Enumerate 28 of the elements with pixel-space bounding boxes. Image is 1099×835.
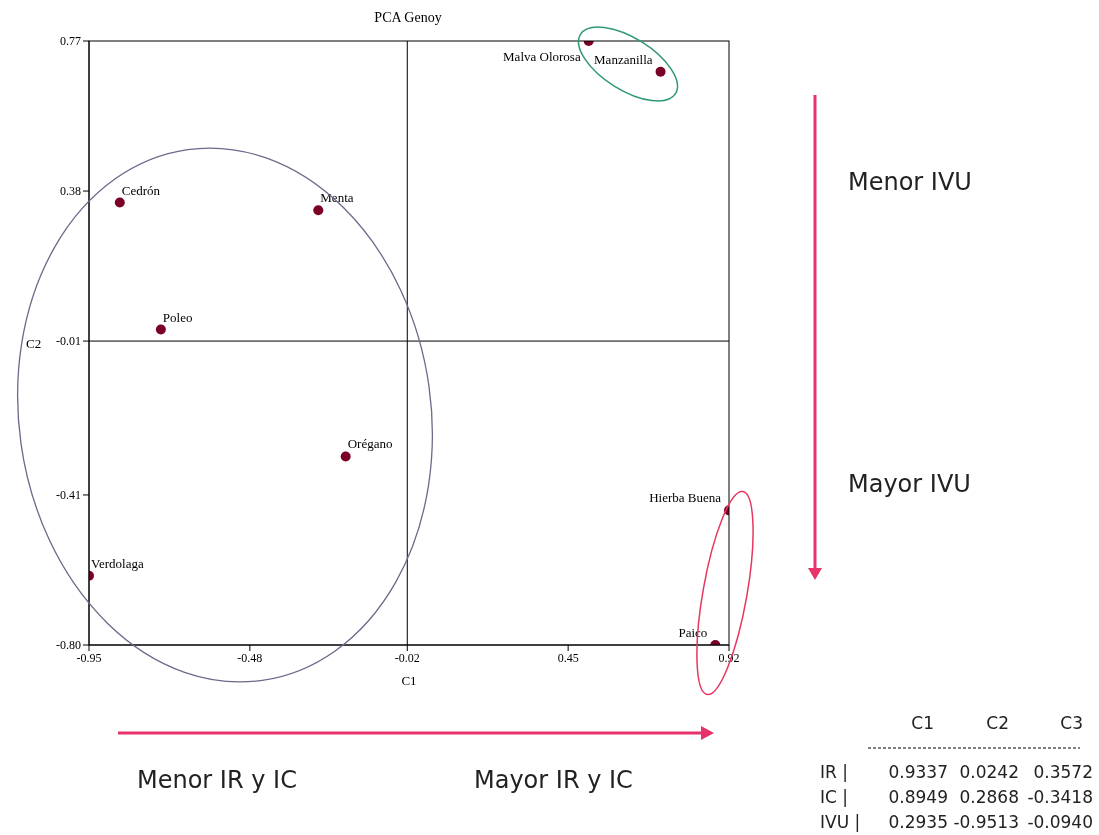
series-label: Manzanilla [594,51,653,67]
series-label: Orégano [347,436,393,452]
x-tick-label: -0.02 [394,650,420,665]
text: Menor IVU [848,168,972,196]
x-tick-label: -0.48 [237,650,263,665]
series-label: Menta [320,190,354,206]
x-axis-title: C1 [401,673,417,688]
series-label: Malva Olorosa [503,49,581,64]
text: Menor IR y IC [137,766,297,794]
chart-title: PCA Genoy [373,10,443,26]
series-label: Cedrón [121,182,161,198]
series-label: Verdolaga [91,555,144,571]
y-tick-label: -0.80 [56,638,81,653]
x-tick-label: -0.95 [76,650,102,665]
y-tick-label: 0.38 [60,184,81,199]
text: Mayor IVU [848,470,971,498]
text: IVU | 0.2935 -0.9513 -0.0940 [820,812,1093,832]
y-tick-label: -0.01 [56,334,81,349]
x-tick-label: 0.45 [557,650,579,665]
y-axis-title: C2 [26,335,42,351]
y-tick-label: -0.41 [56,488,81,503]
text: IC | 0.8949 0.2868 -0.3418 [820,787,1093,807]
text: C1 C2 C3 [911,713,1083,733]
series-label: Hierba Buena [649,490,722,506]
series-label: Poleo [162,309,193,325]
text: IR | 0.9337 0.0242 0.3572 [820,762,1093,782]
y-tick-label: 0.77 [60,34,81,49]
text: Mayor IR y IC [474,766,633,794]
